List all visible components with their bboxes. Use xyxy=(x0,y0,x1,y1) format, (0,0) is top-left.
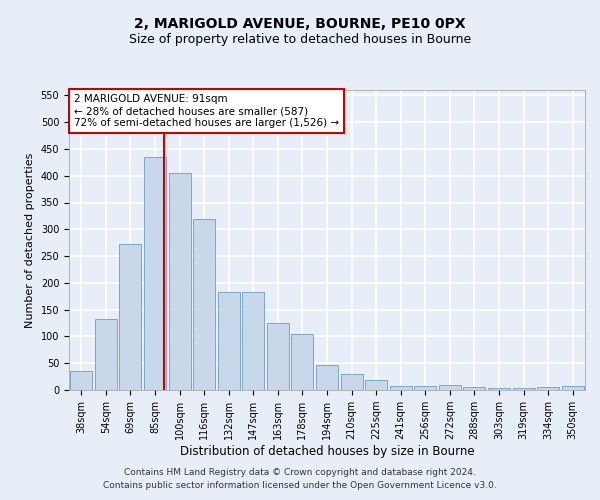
Text: Contains public sector information licensed under the Open Government Licence v3: Contains public sector information licen… xyxy=(103,482,497,490)
Text: Size of property relative to detached houses in Bourne: Size of property relative to detached ho… xyxy=(129,32,471,46)
Y-axis label: Number of detached properties: Number of detached properties xyxy=(25,152,35,328)
Bar xyxy=(95,320,117,390)
Bar xyxy=(144,157,166,390)
Bar xyxy=(169,173,191,390)
Bar xyxy=(537,388,559,390)
Bar xyxy=(439,384,461,390)
Text: Contains HM Land Registry data © Crown copyright and database right 2024.: Contains HM Land Registry data © Crown c… xyxy=(124,468,476,477)
Bar xyxy=(512,388,535,390)
Bar xyxy=(488,388,510,390)
Bar xyxy=(316,366,338,390)
Bar xyxy=(389,386,412,390)
Bar xyxy=(70,371,92,390)
Bar xyxy=(341,374,362,390)
Text: 2, MARIGOLD AVENUE, BOURNE, PE10 0PX: 2, MARIGOLD AVENUE, BOURNE, PE10 0PX xyxy=(134,18,466,32)
Bar xyxy=(193,218,215,390)
Bar xyxy=(414,386,436,390)
Text: 2 MARIGOLD AVENUE: 91sqm
← 28% of detached houses are smaller (587)
72% of semi-: 2 MARIGOLD AVENUE: 91sqm ← 28% of detach… xyxy=(74,94,339,128)
Bar xyxy=(119,244,142,390)
Bar xyxy=(292,334,313,390)
Bar xyxy=(218,292,240,390)
X-axis label: Distribution of detached houses by size in Bourne: Distribution of detached houses by size … xyxy=(179,445,475,458)
Bar xyxy=(242,292,265,390)
Bar xyxy=(562,386,584,390)
Bar xyxy=(365,380,387,390)
Bar xyxy=(267,323,289,390)
Bar xyxy=(463,388,485,390)
